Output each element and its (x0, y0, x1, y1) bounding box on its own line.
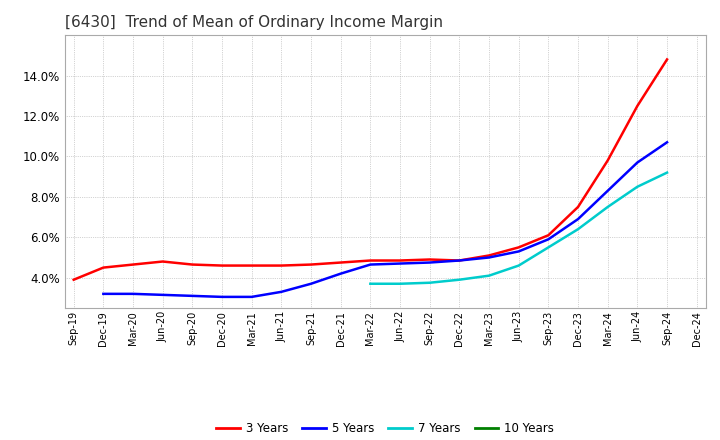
Legend: 3 Years, 5 Years, 7 Years, 10 Years: 3 Years, 5 Years, 7 Years, 10 Years (212, 418, 559, 440)
Text: [6430]  Trend of Mean of Ordinary Income Margin: [6430] Trend of Mean of Ordinary Income … (65, 15, 443, 30)
